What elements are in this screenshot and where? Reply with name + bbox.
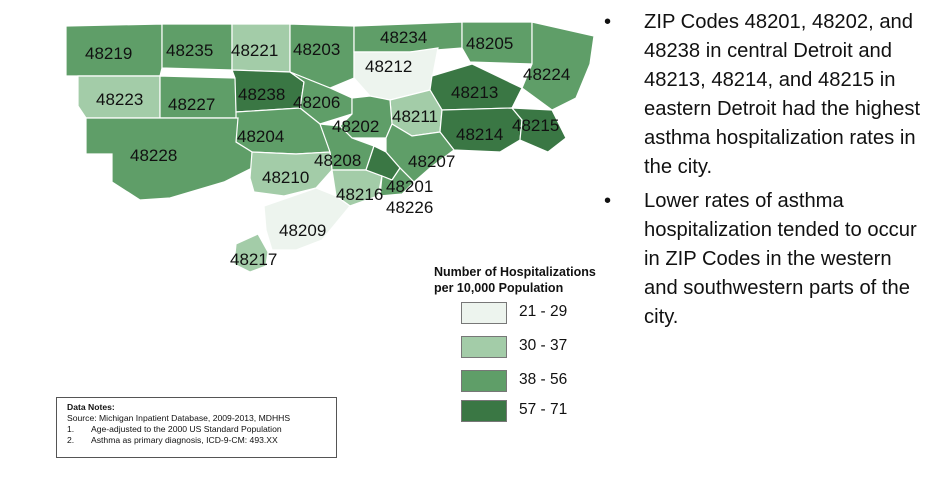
zip-label-48227: 48227 [168,95,215,114]
zip-label-48208: 48208 [314,151,361,170]
zip-label-48207: 48207 [408,152,455,171]
zip-label-48205: 48205 [466,34,513,53]
legend-swatch [461,400,507,422]
data-notes-item-number: 1. [67,424,75,434]
zip-label-48215: 48215 [512,116,559,135]
zip-region-48224 [521,21,595,111]
legend-title-line2: per 10,000 Population [434,281,564,295]
zip-label-48210: 48210 [262,168,309,187]
legend-swatch [461,302,507,324]
zip-region-48206 [289,71,353,125]
zip-region-48217 [233,233,269,273]
bullet-marker: • [604,11,612,33]
data-notes-item-text: Age-adjusted to the 2000 US Standard Pop… [91,424,282,434]
legend-swatch [461,370,507,392]
zip-label-48234: 48234 [380,28,427,47]
zip-label-48206: 48206 [293,93,340,112]
zip-label-48201: 48201 [386,177,433,196]
bullet-text: Lower rates of asthma hospitalization te… [644,190,917,328]
zip-label-48202: 48202 [332,117,379,136]
zip-region-48219 [65,23,163,77]
zip-label-48224: 48224 [523,65,570,84]
data-notes-item: 2. Asthma as primary diagnosis, ICD-9-CM… [67,435,336,446]
bullet-item: • Lower rates of asthma hospitalization … [604,187,926,332]
zip-label-48216: 48216 [336,185,383,204]
zip-label-48226: 48226 [386,198,433,217]
summary-bullets: • ZIP Codes 48201, 48202, and 48238 in c… [604,8,926,337]
zip-region-48226 [379,167,415,197]
zip-region-48203 [289,23,355,89]
legend-title: Number of Hospitalizations per 10,000 Po… [434,264,624,296]
legend-label: 57 - 71 [519,401,568,418]
zip-label-48221: 48221 [231,41,278,60]
zip-region-48228 [85,117,253,201]
data-notes-source: Source: Michigan Inpatient Database, 200… [67,413,291,423]
zip-label-48211: 48211 [392,107,438,126]
data-notes-item: 1. Age-adjusted to the 2000 US Standard … [67,424,336,435]
zip-region-48205 [461,21,533,65]
zip-label-48219: 48219 [85,44,132,63]
legend-label: 38 - 56 [519,371,568,388]
bullet-item: • ZIP Codes 48201, 48202, and 48238 in c… [604,8,926,182]
zip-label-48209: 48209 [279,221,326,240]
detroit-zip-map: 48219 48235 48221 48203 48234 48205 48212 48224… [65,21,595,273]
zip-label-48213: 48213 [451,83,498,102]
zip-label-48223: 48223 [96,90,143,109]
legend-swatch [461,336,507,358]
zip-label-48228: 48228 [130,146,177,165]
bullet-text: ZIP Codes 48201, 48202, and 48238 in cen… [644,11,921,178]
bullet-marker: • [604,190,612,212]
zip-label-48204: 48204 [237,127,284,146]
zip-region-48207 [385,123,455,183]
map-legend: Number of Hospitalizations per 10,000 Po… [434,264,624,422]
legend-label: 30 - 37 [519,337,568,354]
legend-title-line1: Number of Hospitalizations [434,265,596,279]
data-notes-title: Data Notes: [67,402,115,412]
legend-label: 21 - 29 [519,303,568,320]
zip-region-48215 [510,107,567,153]
zip-region-48209 [263,187,351,251]
zip-label-48214: 48214 [456,125,503,144]
data-notes-item-text: Asthma as primary diagnosis, ICD-9-CM: 4… [91,435,278,445]
zip-label-48212: 48212 [365,57,412,76]
data-notes-item-number: 2. [67,435,75,445]
zip-label-48217: 48217 [230,250,277,269]
data-notes-box: Data Notes: Source: Michigan Inpatient D… [56,397,337,458]
zip-label-48203: 48203 [293,40,340,59]
zip-label-48235: 48235 [166,41,213,60]
zip-label-48238: 48238 [238,85,285,104]
